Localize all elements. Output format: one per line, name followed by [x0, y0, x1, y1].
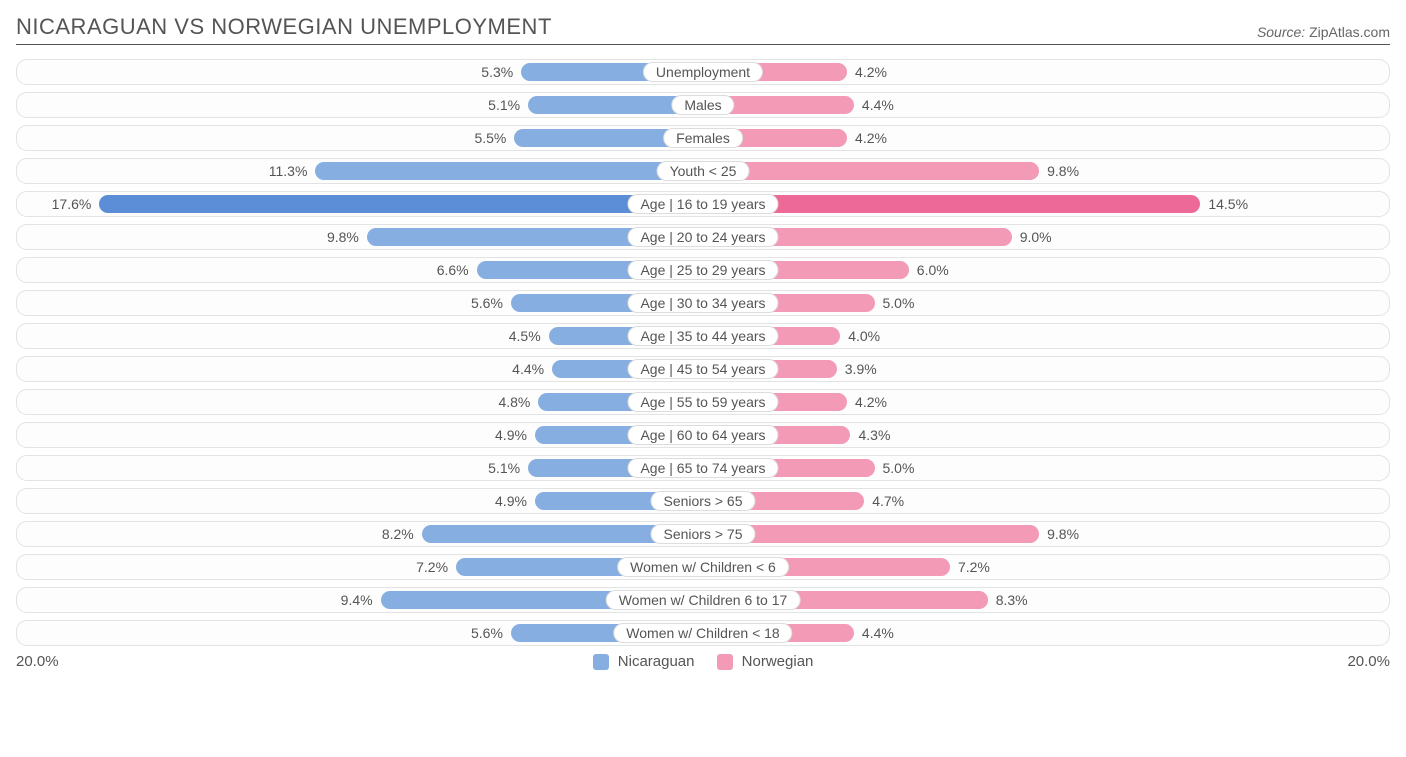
category-label: Women w/ Children < 18 — [613, 623, 792, 643]
chart-row: 11.3% 9.8% Youth < 25 — [16, 158, 1390, 184]
axis-right-max: 20.0% — [1347, 653, 1390, 670]
legend-item-right: Norwegian — [717, 653, 814, 670]
chart-legend: Nicaraguan Norwegian — [593, 653, 814, 670]
value-left: 17.6% — [44, 196, 100, 212]
chart-row: 17.6% 14.5% Age | 16 to 19 years — [16, 191, 1390, 217]
value-right: 8.3% — [988, 592, 1036, 608]
bar-left — [99, 195, 703, 213]
category-label: Age | 20 to 24 years — [627, 227, 778, 247]
legend-label-right: Norwegian — [742, 653, 814, 670]
chart-row: 6.6% 6.0% Age | 25 to 29 years — [16, 257, 1390, 283]
category-label: Youth < 25 — [657, 161, 750, 181]
category-label: Age | 55 to 59 years — [627, 392, 778, 412]
bar-right — [703, 162, 1039, 180]
chart-row: 9.4% 8.3% Women w/ Children 6 to 17 — [16, 587, 1390, 613]
value-right: 6.0% — [909, 262, 957, 278]
value-right: 9.8% — [1039, 163, 1087, 179]
value-left: 5.1% — [480, 460, 528, 476]
category-label: Age | 35 to 44 years — [627, 326, 778, 346]
chart-row: 8.2% 9.8% Seniors > 75 — [16, 521, 1390, 547]
value-right: 4.2% — [847, 64, 895, 80]
category-label: Age | 45 to 54 years — [627, 359, 778, 379]
value-right: 4.2% — [847, 130, 895, 146]
category-label: Women w/ Children 6 to 17 — [606, 590, 801, 610]
chart-row: 7.2% 7.2% Women w/ Children < 6 — [16, 554, 1390, 580]
value-right: 5.0% — [875, 295, 923, 311]
category-label: Females — [663, 128, 743, 148]
value-left: 4.9% — [487, 493, 535, 509]
value-left: 4.8% — [490, 394, 538, 410]
value-right: 4.3% — [850, 427, 898, 443]
chart-row: 4.8% 4.2% Age | 55 to 59 years — [16, 389, 1390, 415]
value-left: 7.2% — [408, 559, 456, 575]
value-left: 9.4% — [333, 592, 381, 608]
value-left: 11.3% — [261, 163, 316, 179]
chart-row: 5.5% 4.2% Females — [16, 125, 1390, 151]
category-label: Males — [671, 95, 734, 115]
category-label: Age | 16 to 19 years — [627, 194, 778, 214]
chart-row: 5.1% 5.0% Age | 65 to 74 years — [16, 455, 1390, 481]
chart-axis: 20.0% Nicaraguan Norwegian 20.0% — [16, 653, 1390, 670]
diverging-bar-chart: 5.3% 4.2% Unemployment 5.1% 4.4% Males 5.5% 4.2… — [16, 59, 1390, 646]
value-left: 4.4% — [504, 361, 552, 377]
legend-label-left: Nicaraguan — [618, 653, 695, 670]
value-right: 4.4% — [854, 97, 902, 113]
value-right: 4.2% — [847, 394, 895, 410]
chart-row: 5.6% 5.0% Age | 30 to 34 years — [16, 290, 1390, 316]
source-value: ZipAtlas.com — [1309, 24, 1390, 40]
axis-left-max: 20.0% — [16, 653, 59, 670]
value-left: 5.6% — [463, 625, 511, 641]
value-right: 9.0% — [1012, 229, 1060, 245]
value-left: 6.6% — [429, 262, 477, 278]
value-left: 8.2% — [374, 526, 422, 542]
category-label: Age | 30 to 34 years — [627, 293, 778, 313]
category-label: Women w/ Children < 6 — [617, 557, 789, 577]
category-label: Unemployment — [643, 62, 763, 82]
value-left: 4.9% — [487, 427, 535, 443]
chart-row: 5.6% 4.4% Women w/ Children < 18 — [16, 620, 1390, 646]
value-left: 5.6% — [463, 295, 511, 311]
category-label: Age | 60 to 64 years — [627, 425, 778, 445]
value-right: 9.8% — [1039, 526, 1087, 542]
chart-source: Source: ZipAtlas.com — [1257, 24, 1390, 40]
value-right: 3.9% — [837, 361, 885, 377]
legend-swatch-left — [593, 654, 609, 670]
value-left: 9.8% — [319, 229, 367, 245]
category-label: Age | 25 to 29 years — [627, 260, 778, 280]
chart-row: 9.8% 9.0% Age | 20 to 24 years — [16, 224, 1390, 250]
category-label: Seniors > 65 — [651, 491, 756, 511]
bar-left — [315, 162, 703, 180]
value-right: 4.7% — [864, 493, 912, 509]
legend-item-left: Nicaraguan — [593, 653, 695, 670]
chart-title: NICARAGUAN VS NORWEGIAN UNEMPLOYMENT — [16, 14, 552, 40]
legend-swatch-right — [717, 654, 733, 670]
chart-row: 5.1% 4.4% Males — [16, 92, 1390, 118]
value-left: 5.5% — [466, 130, 514, 146]
chart-row: 4.4% 3.9% Age | 45 to 54 years — [16, 356, 1390, 382]
chart-row: 4.9% 4.7% Seniors > 65 — [16, 488, 1390, 514]
category-label: Age | 65 to 74 years — [627, 458, 778, 478]
value-right: 4.4% — [854, 625, 902, 641]
value-left: 5.3% — [473, 64, 521, 80]
chart-row: 4.5% 4.0% Age | 35 to 44 years — [16, 323, 1390, 349]
chart-row: 4.9% 4.3% Age | 60 to 64 years — [16, 422, 1390, 448]
source-label: Source: — [1257, 24, 1305, 40]
value-left: 5.1% — [480, 97, 528, 113]
chart-header: NICARAGUAN VS NORWEGIAN UNEMPLOYMENT Sou… — [16, 14, 1390, 45]
value-right: 4.0% — [840, 328, 888, 344]
value-left: 4.5% — [501, 328, 549, 344]
value-right: 5.0% — [875, 460, 923, 476]
value-right: 7.2% — [950, 559, 998, 575]
value-right: 14.5% — [1200, 196, 1256, 212]
chart-row: 5.3% 4.2% Unemployment — [16, 59, 1390, 85]
category-label: Seniors > 75 — [651, 524, 756, 544]
